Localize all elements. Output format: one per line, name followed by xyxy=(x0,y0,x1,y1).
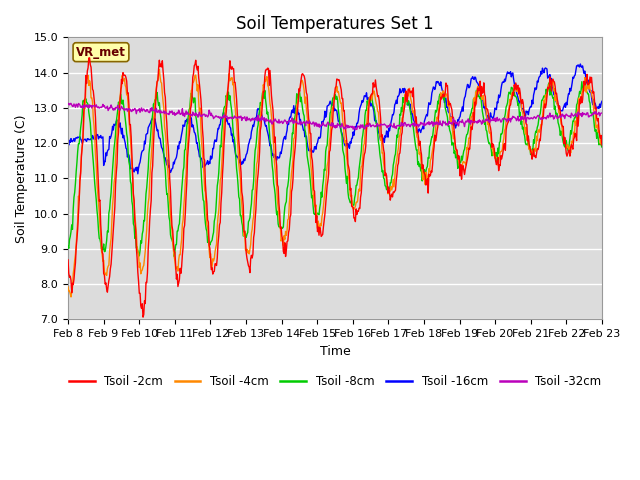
Legend: Tsoil -2cm, Tsoil -4cm, Tsoil -8cm, Tsoil -16cm, Tsoil -32cm: Tsoil -2cm, Tsoil -4cm, Tsoil -8cm, Tsoi… xyxy=(64,370,606,393)
Y-axis label: Soil Temperature (C): Soil Temperature (C) xyxy=(15,114,28,242)
Title: Soil Temperatures Set 1: Soil Temperatures Set 1 xyxy=(236,15,434,33)
X-axis label: Time: Time xyxy=(319,345,350,358)
Text: VR_met: VR_met xyxy=(76,46,126,59)
